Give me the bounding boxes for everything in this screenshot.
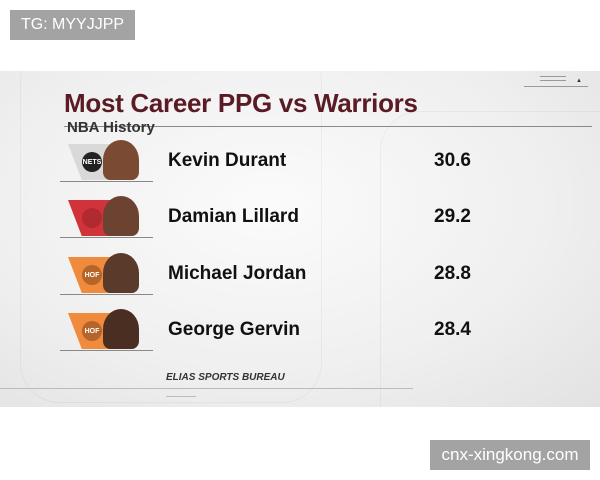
bottom-divider-short	[166, 396, 196, 397]
logo-badge: HOF	[82, 321, 102, 341]
player-ppg: 30.6	[434, 150, 471, 171]
watermark-top-left: TG: MYYJJPP	[10, 10, 135, 40]
player-headshot	[103, 196, 139, 236]
player-ppg: 29.2	[434, 206, 471, 227]
logo-badge: HOF	[82, 265, 102, 285]
background-decoration	[380, 111, 600, 407]
source-credit: ELIAS SPORTS BUREAU	[166, 372, 285, 383]
player-headshot	[103, 140, 139, 180]
player-headshot	[103, 309, 139, 349]
player-name: George Gervin	[168, 319, 300, 340]
graphic-subtitle: NBA History	[67, 119, 155, 136]
player-ppg: 28.4	[434, 319, 471, 340]
watermark-bottom-right: cnx-xingkong.com	[430, 440, 590, 470]
player-name: Michael Jordan	[168, 263, 307, 284]
divider	[524, 86, 588, 87]
triangle-icon: ▲	[576, 78, 582, 84]
graphic-title: Most Career PPG vs Warriors	[64, 88, 418, 118]
player-headshot	[103, 253, 139, 293]
row-underline	[60, 181, 153, 182]
stats-graphic: ▲ Most Career PPG vs Warriors NBA Histor…	[0, 71, 600, 407]
player-row: NETS Kevin Durant 30.6	[0, 140, 600, 188]
menu-lines-icon	[540, 76, 566, 84]
player-name: Damian Lillard	[168, 206, 299, 227]
title-divider	[64, 126, 592, 127]
logo-badge	[82, 208, 102, 228]
logo-badge: NETS	[82, 152, 102, 172]
player-row: HOF George Gervin 28.4	[0, 309, 600, 357]
player-row: Damian Lillard 29.2	[0, 196, 600, 244]
row-underline	[60, 294, 153, 295]
player-name: Kevin Durant	[168, 150, 287, 171]
player-ppg: 28.8	[434, 263, 471, 284]
player-row: HOF Michael Jordan 28.8	[0, 253, 600, 301]
row-underline	[60, 350, 153, 351]
bottom-divider	[0, 388, 413, 389]
row-underline	[60, 237, 153, 238]
background-decoration	[20, 71, 322, 403]
